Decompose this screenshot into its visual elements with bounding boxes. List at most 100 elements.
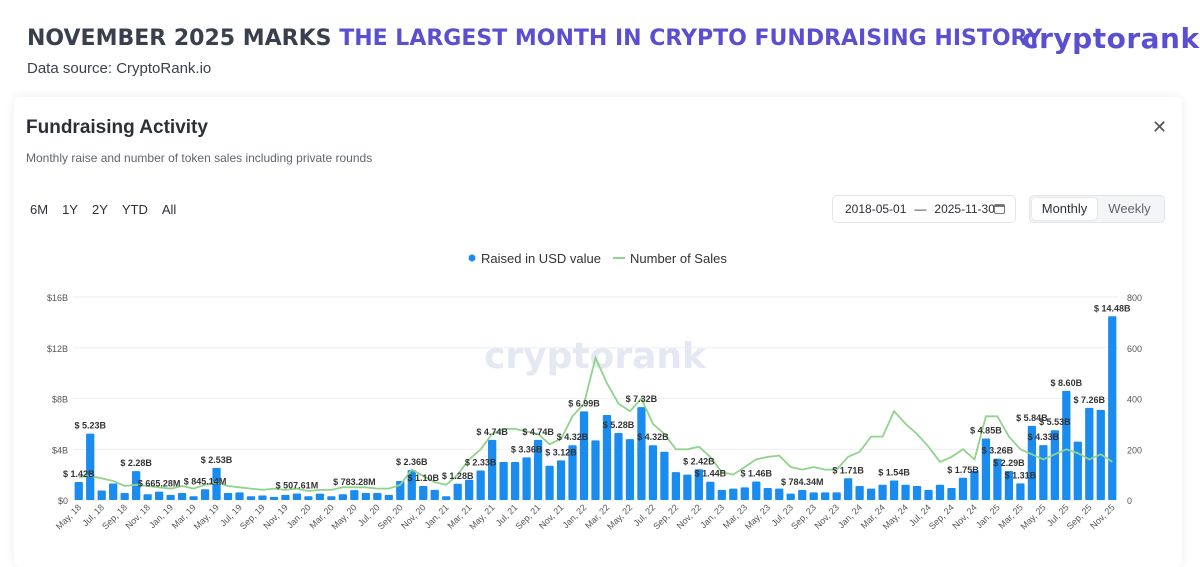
data-label: $ 1.71B — [832, 465, 864, 475]
data-label: $ 4.32B — [557, 432, 589, 442]
bar — [235, 492, 244, 500]
y-right-tick-label: 600 — [1127, 344, 1142, 354]
x-tick-label: May, 22 — [605, 502, 634, 531]
bar — [154, 491, 164, 500]
data-label: $ 1.31B — [1005, 470, 1037, 480]
bar — [993, 458, 1002, 500]
bar — [602, 414, 612, 500]
bar — [763, 487, 772, 500]
x-tick-label: Jan, 23 — [698, 502, 726, 530]
data-label: $ 2.36B — [396, 457, 428, 467]
toggle-weekly[interactable]: Weekly — [1108, 201, 1151, 216]
bar — [706, 481, 715, 500]
data-label: $ 845.14M — [184, 476, 227, 486]
data-label: $ 1.42B — [63, 469, 95, 479]
data-label: $ 5.28B — [603, 420, 635, 430]
range-1y[interactable]: 1Y — [62, 202, 78, 217]
data-label: $ 8.60B — [1051, 378, 1083, 388]
bar — [430, 489, 439, 500]
bar — [844, 478, 853, 500]
legend-bars-label: Raised in USD value — [481, 251, 601, 266]
range-2y[interactable]: 2Y — [91, 202, 108, 217]
bar — [901, 484, 910, 500]
toggle-monthly[interactable]: Monthly — [1032, 198, 1097, 220]
bar — [866, 488, 876, 500]
date-from: 2018-05-01 — [845, 202, 907, 216]
data-label: $ 3.36B — [511, 444, 543, 454]
calendar-icon[interactable] — [994, 204, 1005, 214]
data-label: $ 1.28B — [442, 471, 474, 481]
bar — [1062, 390, 1071, 500]
bar — [223, 493, 233, 500]
bar — [327, 496, 336, 500]
bar — [488, 439, 497, 500]
bar — [694, 469, 703, 500]
bar — [1108, 316, 1117, 500]
x-tick-label: May, 19 — [192, 502, 221, 531]
bar — [1050, 430, 1059, 500]
bar — [109, 483, 118, 500]
date-separator: — — [914, 202, 927, 216]
bar — [246, 496, 256, 500]
legend-bars-marker — [468, 254, 476, 262]
bar — [419, 486, 428, 500]
period-toggle: Monthly Weekly — [1029, 195, 1165, 223]
bar — [304, 496, 313, 500]
y-left-tick-label: $12B — [47, 344, 68, 354]
bar — [533, 439, 543, 500]
bar — [269, 496, 279, 500]
y-right-tick-label: 0 — [1127, 496, 1132, 506]
date-to: 2025-11-30 — [934, 202, 995, 216]
bar — [683, 474, 692, 500]
bar — [384, 494, 393, 500]
data-source: Data source: CryptoRank.io — [27, 60, 212, 77]
x-tick-label: Nov, 23 — [813, 502, 842, 531]
y-left-tick-label: $8B — [52, 395, 68, 405]
bar — [315, 493, 325, 500]
data-label: $ 1.54B — [878, 467, 910, 477]
bar — [465, 479, 474, 500]
range-ytd[interactable]: YTD — [121, 202, 148, 217]
bar — [729, 488, 738, 500]
close-icon[interactable]: ✕ — [1152, 117, 1168, 137]
bar — [1039, 445, 1048, 500]
bar — [177, 493, 187, 500]
range-6m[interactable]: 6M — [30, 202, 49, 217]
bar — [1027, 425, 1037, 500]
y-left-tick-label: $0 — [58, 496, 68, 506]
bar — [821, 492, 830, 500]
bar — [648, 445, 658, 500]
data-label: $ 4.74B — [476, 427, 508, 437]
x-tick-label: May, 25 — [1019, 502, 1048, 531]
data-label: $ 2.29B — [993, 458, 1025, 468]
range-all[interactable]: All — [161, 202, 177, 217]
bar — [407, 470, 416, 500]
x-tick-label: Sep, 23 — [789, 502, 818, 531]
data-label: $ 4.32B — [637, 432, 669, 442]
y-left-tick-label: $4B — [52, 445, 68, 455]
bar — [798, 490, 807, 500]
x-tick-label: Sep, 22 — [651, 502, 680, 531]
data-label: $ 14.48B — [1094, 303, 1131, 313]
bar — [614, 433, 623, 500]
data-label: $ 1.44B — [695, 469, 727, 479]
data-label: $ 784.34M — [781, 477, 824, 487]
data-label: $ 2.42B — [683, 456, 715, 466]
x-tick-label: Nov, 22 — [675, 502, 704, 531]
bar — [281, 494, 290, 500]
bar — [476, 470, 485, 500]
bar — [258, 495, 267, 500]
bar — [568, 445, 577, 500]
x-tick-label: May, 21 — [467, 502, 496, 531]
data-label: $ 783.28M — [333, 477, 376, 487]
data-label: $ 7.26B — [1074, 395, 1106, 405]
date-range-picker[interactable]: 2018-05-01 — 2025-11-30 — [832, 195, 1016, 223]
data-label: $ 1.10B — [407, 473, 439, 483]
bar — [970, 470, 979, 500]
legend-line-label: Number of Sales — [630, 251, 727, 266]
bar — [958, 477, 968, 500]
x-tick-label: Nov, 18 — [124, 502, 153, 531]
bar — [74, 481, 83, 500]
bar — [775, 488, 784, 500]
x-tick-label: Sep, 21 — [513, 502, 542, 531]
